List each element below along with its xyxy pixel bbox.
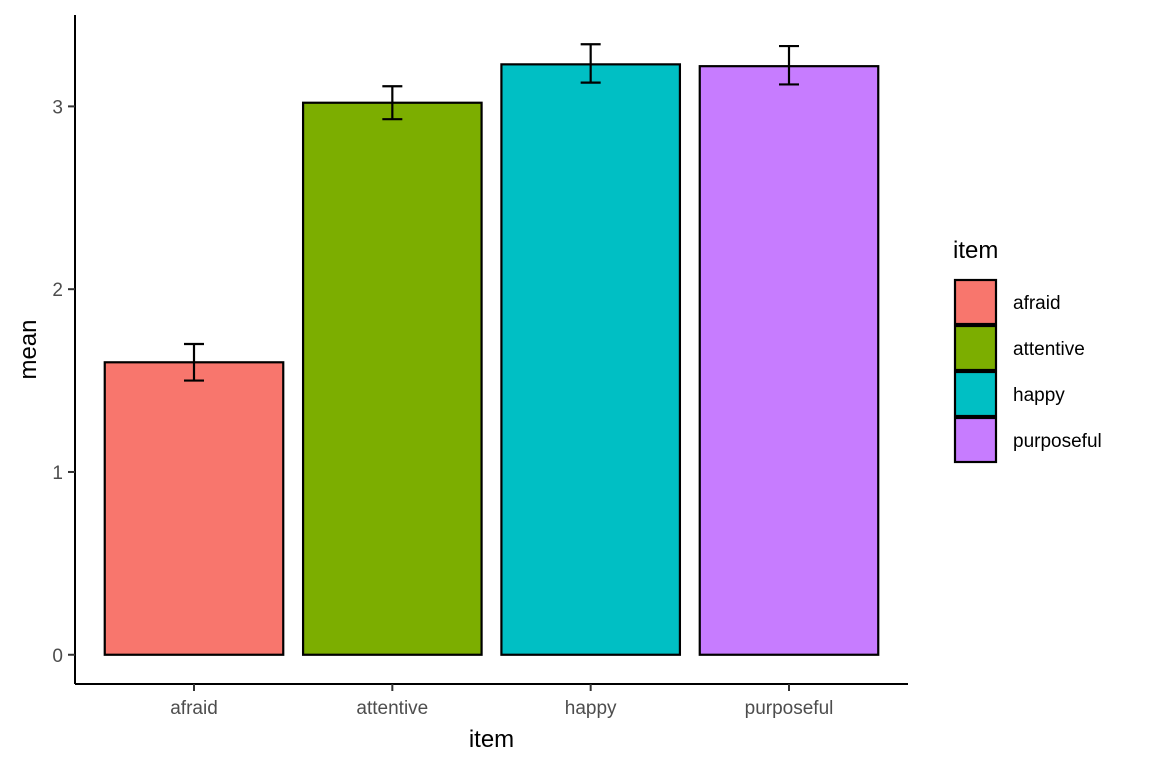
bar-afraid <box>103 361 285 656</box>
y-axis-ticks: 0 1 2 3 <box>52 97 75 667</box>
bar-purposeful <box>698 65 880 656</box>
x-axis-ticks: afraid attentive happy purposeful <box>170 684 833 719</box>
error-bar-happy <box>580 43 601 84</box>
x-tick-label: happy <box>565 698 617 719</box>
legend-label-purposeful: purposeful <box>1013 431 1102 452</box>
legend-label-afraid: afraid <box>1013 293 1061 314</box>
y-tick-label: 3 <box>52 97 63 118</box>
x-tick-label: purposeful <box>745 698 834 719</box>
legend-label-happy: happy <box>1013 385 1065 406</box>
y-tick-label: 2 <box>52 280 63 301</box>
legend: item afraid attentive happy purposeful <box>953 237 1102 464</box>
y-tick-label: 1 <box>52 463 63 484</box>
legend-title: item <box>953 237 998 264</box>
error-bar-purposeful <box>779 44 799 86</box>
legend-label-attentive: attentive <box>1013 339 1085 360</box>
error-bar-afraid <box>184 342 204 382</box>
legend-key-happy <box>953 370 998 418</box>
legend-key-attentive <box>953 324 998 372</box>
legend-key-purposeful <box>953 416 998 464</box>
y-tick-label: 0 <box>52 646 63 667</box>
x-axis-title: item <box>469 726 514 753</box>
error-bar-attentive <box>382 85 403 121</box>
bar-happy <box>500 63 682 656</box>
y-axis-title: mean <box>15 319 42 379</box>
legend-key-afraid <box>953 278 998 326</box>
x-tick-label: attentive <box>356 698 428 719</box>
x-tick-label: afraid <box>170 698 218 719</box>
plot-marks <box>103 43 880 656</box>
bar-attentive <box>301 101 483 656</box>
